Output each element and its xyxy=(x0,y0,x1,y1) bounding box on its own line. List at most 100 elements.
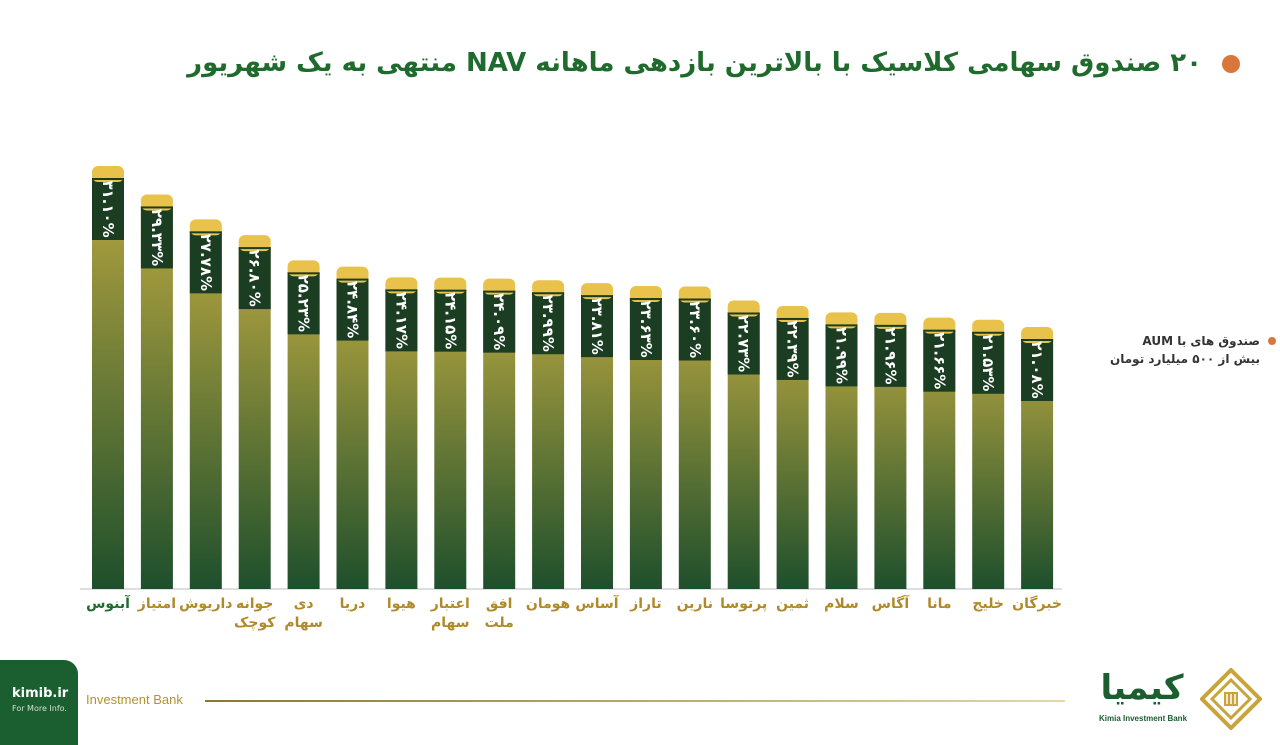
title-bullet-dot xyxy=(1222,55,1240,73)
bar-value-label: ۲۴.۸۴% xyxy=(344,281,362,338)
bar-group: ۲۲.۷۳% پرتوسا xyxy=(720,300,767,612)
bar-label-band xyxy=(776,317,809,380)
category-label: امتیاز xyxy=(137,596,176,612)
bar-group: ۲۶.۸۰% جوانه کوچک xyxy=(234,235,276,631)
site-link-box[interactable]: kimib.ir For More Info. xyxy=(0,660,78,745)
category-label: سلام xyxy=(824,596,859,612)
logo-icon xyxy=(1200,668,1262,730)
category-label: دی xyxy=(294,596,314,612)
site-url[interactable]: kimib.ir xyxy=(12,686,69,701)
bar-group: ۲۴.۱۷% هیوا xyxy=(385,277,418,612)
category-label: مانا xyxy=(927,596,951,612)
bar-group: ۲۳.۸۱% آساس xyxy=(575,283,620,612)
bar-group: ۲۲.۳۹% ثمین xyxy=(776,305,809,612)
bar-group: ۳۱.۱۰% آبنوس xyxy=(86,166,131,612)
bar-value-label: ۲۳.۶۳% xyxy=(637,300,655,357)
category-label: آساس xyxy=(575,594,619,612)
bar-value-label: ۲۳.۹۹% xyxy=(539,295,557,352)
site-subtitle: For More Info. xyxy=(12,704,67,713)
bar-label-band xyxy=(434,289,467,352)
category-label: افق xyxy=(486,596,513,612)
bar-value-label: ۲۲.۳۹% xyxy=(784,320,802,377)
bar-value-label: ۲۷.۷۸% xyxy=(197,234,215,291)
bar-group: ۲۵.۲۳% دی سهام xyxy=(284,260,323,631)
bar-label-band xyxy=(483,290,516,353)
bar-value-label: ۲۱.۹۹% xyxy=(833,327,851,384)
footer-label: Investment Bank xyxy=(86,692,183,707)
category-label: نارین xyxy=(677,596,713,612)
bar-group: ۲۱.۰۸% خبرگان xyxy=(1012,327,1062,612)
category-label: پرتوسا xyxy=(720,596,767,612)
bar-group: ۲۴.۰۹% افق ملت xyxy=(483,278,516,631)
bar-label-band xyxy=(1021,339,1054,401)
category-label: داریوش xyxy=(179,596,232,612)
bar-value-label: ۲۱.۹۶% xyxy=(881,327,899,384)
bar-label-band xyxy=(238,247,271,310)
bar-label-band xyxy=(532,292,565,355)
bar-label-band xyxy=(678,298,711,361)
bar-value-label: ۲۲.۷۳% xyxy=(735,315,753,372)
category-label: خبرگان xyxy=(1012,595,1062,612)
bar-group: ۲۴.۱۵% اعتبار سهام xyxy=(430,277,470,631)
bar-label-band xyxy=(385,289,418,352)
category-label: ملت xyxy=(485,615,514,631)
bar-chart: ۳۱.۱۰%آبنوس۲۹.۳۳%امتیاز۲۷.۷۸%داریوش۲۶.۸۰… xyxy=(80,166,1062,631)
category-label: تاراز xyxy=(629,596,661,612)
category-label: سهام xyxy=(284,615,323,631)
bar-value-label: ۲۵.۲۳% xyxy=(295,275,313,332)
category-label: کوچک xyxy=(234,615,276,631)
category-label: جوانه xyxy=(236,596,273,612)
bar-group: ۲۱.۵۳% خلیج xyxy=(972,319,1005,612)
category-label: دریا xyxy=(340,596,366,612)
bar-label-band xyxy=(140,206,173,269)
bar-label-band xyxy=(874,324,907,387)
logo-subtitle: Kimia Investment Bank xyxy=(1098,714,1188,723)
legend-line-1: صندوق های با AUM xyxy=(1142,334,1260,348)
bar-value-label: ۲۴.۰۹% xyxy=(490,293,508,350)
bar-label-band xyxy=(629,298,662,361)
bar-label-band xyxy=(189,231,222,294)
bar-group: ۲۹.۳۳% امتیاز xyxy=(137,194,176,612)
bar-value-label: ۲۱.۰۸% xyxy=(1028,341,1046,398)
bar-value-label: ۲۳.۶۰% xyxy=(686,301,704,358)
category-label: هیوا xyxy=(387,596,416,612)
bar-group: ۲۱.۶۶% مانا xyxy=(923,317,956,612)
category-label: ثمین xyxy=(776,596,809,612)
legend: صندوق های با AUM بیش از ۵۰۰ میلیارد توما… xyxy=(1090,332,1260,368)
category-label: خلیج xyxy=(972,596,1004,612)
logo-wordmark: کیمیا xyxy=(1100,668,1184,708)
bar xyxy=(140,206,173,589)
bar-group: ۲۴.۸۴% دریا xyxy=(336,266,369,612)
bar-group: ۲۱.۹۶% آگاس xyxy=(872,312,911,612)
category-label: آگاس xyxy=(872,594,911,612)
bar-value-label: ۲۱.۵۳% xyxy=(979,334,997,391)
bar xyxy=(92,178,124,589)
bar-value-label: ۲۳.۸۱% xyxy=(588,297,606,354)
bar-label-band xyxy=(581,295,613,358)
bar-value-label: ۲۴.۱۵% xyxy=(441,292,459,349)
bar-label-band xyxy=(825,324,858,387)
category-label: اعتبار xyxy=(430,596,470,612)
bar-group: ۲۱.۹۹% سلام xyxy=(824,312,859,612)
bar-group: ۲۳.۹۹% هومان xyxy=(526,280,570,612)
bar-label-band xyxy=(972,331,1005,394)
bar-label-band xyxy=(92,178,124,240)
category-label: آبنوس xyxy=(86,594,131,612)
bar-label-band xyxy=(287,272,320,335)
bar-value-label: ۳۱.۱۰% xyxy=(99,180,117,237)
category-label: هومان xyxy=(526,596,570,612)
bar-value-label: ۲۹.۳۳% xyxy=(148,209,166,266)
bar-value-label: ۲۱.۶۶% xyxy=(930,332,948,389)
bar-group: ۲۳.۶۳% تاراز xyxy=(629,286,662,612)
footer-divider xyxy=(205,700,1065,702)
bar-value-label: ۲۶.۸۰% xyxy=(246,249,264,306)
legend-bullet-dot xyxy=(1268,337,1276,345)
bar-label-band xyxy=(336,278,369,341)
bar-value-label: ۲۴.۱۷% xyxy=(392,292,410,349)
category-label: سهام xyxy=(431,615,470,631)
bar-label-band xyxy=(727,312,760,375)
page-title: ۲۰ صندوق سهامی کلاسیک با بالاترین بازدهی… xyxy=(187,48,1202,78)
legend-line-2: بیش از ۵۰۰ میلیارد تومان xyxy=(1110,352,1260,366)
bar-group: ۲۷.۷۸% داریوش xyxy=(179,219,233,612)
bar-group: ۲۳.۶۰% نارین xyxy=(677,286,713,612)
